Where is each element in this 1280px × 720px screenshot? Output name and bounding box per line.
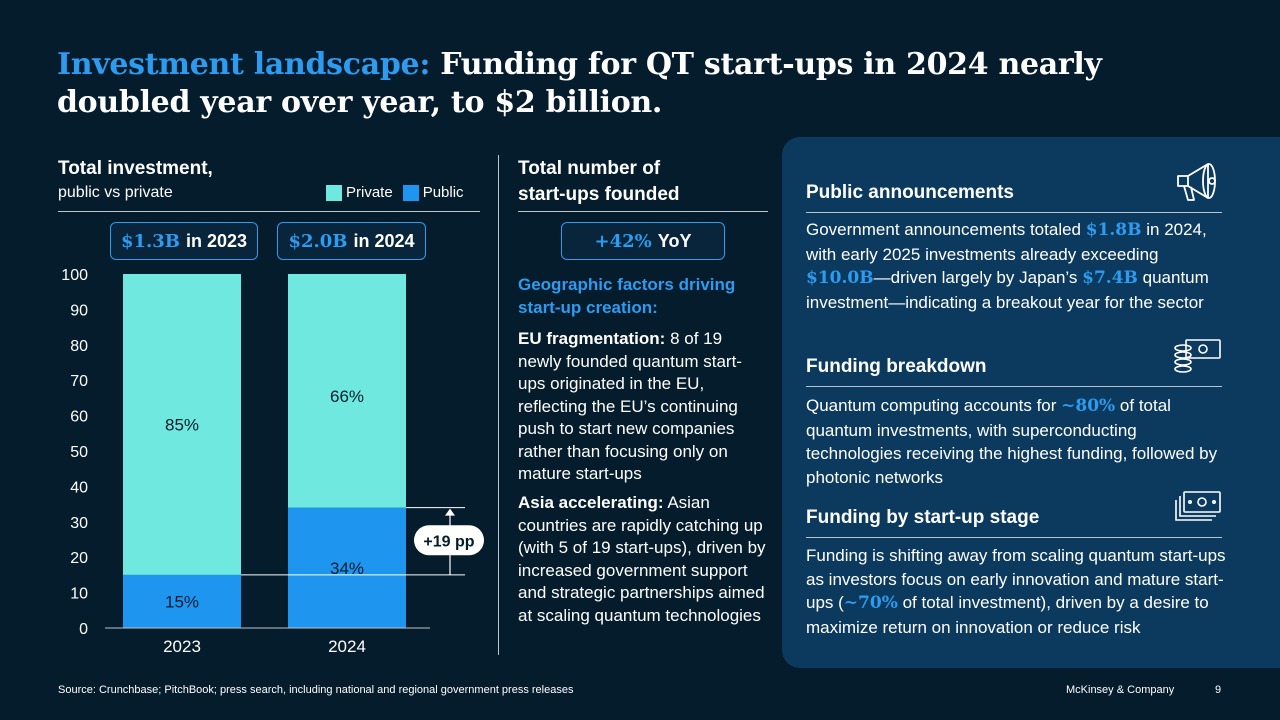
geo-factors-title: Geographic factors driving start-up crea… bbox=[518, 275, 736, 317]
fs-value-1: ~70% bbox=[843, 593, 898, 613]
bar-public-2024 bbox=[288, 507, 406, 628]
pa-text-1: Government announcements totaled bbox=[806, 220, 1086, 239]
y-tick-label: 20 bbox=[70, 550, 88, 567]
public-announcements-heading: Public announcements bbox=[806, 182, 1014, 203]
rp-rule-1 bbox=[806, 212, 1222, 213]
fs-text-2: of total investment), driven by a desire… bbox=[806, 593, 1209, 637]
eu-body: 8 of 19 newly founded quantum start-ups … bbox=[518, 329, 742, 483]
legend-public-label: Public bbox=[422, 184, 464, 201]
legend-private: Private bbox=[326, 184, 393, 201]
public-announcements-body: Government announcements totaled $1.8B i… bbox=[806, 218, 1226, 314]
fb-value-1: ~80% bbox=[1061, 396, 1116, 416]
pill-2024-value: $2.0B bbox=[288, 230, 348, 252]
annotation-bubble bbox=[414, 525, 484, 556]
y-tick-label: 80 bbox=[70, 338, 88, 355]
pill-2023-value: $1.3B bbox=[120, 230, 180, 252]
chart-legend: Private Public bbox=[326, 184, 474, 201]
funding-stage-body: Funding is shifting away from scaling qu… bbox=[806, 544, 1226, 639]
legend-public: Public bbox=[402, 184, 464, 201]
y-tick-label: 0 bbox=[79, 621, 88, 638]
funding-breakdown-body: Quantum computing accounts for ~80% of t… bbox=[806, 394, 1226, 489]
y-tick-label: 100 bbox=[61, 267, 88, 284]
pill-2023: $1.3B in 2023 bbox=[110, 222, 258, 260]
highlights-panel bbox=[782, 137, 1280, 668]
data-label-public: 15% bbox=[165, 592, 199, 611]
pill-2023-label: in 2023 bbox=[186, 230, 248, 251]
rp-rule-2 bbox=[806, 386, 1222, 387]
page-number: 9 bbox=[1215, 684, 1222, 696]
yoy-value: +42% bbox=[594, 230, 652, 252]
legend-public-swatch bbox=[402, 184, 419, 201]
legend-private-swatch bbox=[326, 184, 342, 201]
megaphone-icon bbox=[1177, 163, 1216, 201]
y-tick-label: 10 bbox=[70, 586, 88, 603]
title-rest: Funding for QT start-ups in 2024 nearly … bbox=[57, 47, 1102, 120]
y-tick-label: 60 bbox=[70, 409, 88, 426]
middle-heading-rule bbox=[518, 211, 768, 212]
pill-2024-label: in 2024 bbox=[353, 230, 415, 251]
pill-2024: $2.0B in 2024 bbox=[277, 222, 426, 260]
startups-heading-line2: start-ups founded bbox=[518, 184, 680, 205]
source-note: Source: Crunchbase; PitchBook; press sea… bbox=[58, 684, 574, 696]
funding-stage-heading: Funding by start-up stage bbox=[806, 507, 1040, 528]
brand-name: McKinsey & Company bbox=[1066, 684, 1175, 696]
page-title: Investment landscape: Funding for QT sta… bbox=[57, 46, 1207, 122]
bar-public-2023 bbox=[123, 574, 241, 628]
stacked-bar-chart: 0 10 20 30 40 50 60 70 80 90 100 15% 85% 2023 34% 66% 20… bbox=[61, 267, 484, 656]
y-tick-label: 30 bbox=[70, 515, 88, 532]
y-tick-label: 90 bbox=[70, 302, 88, 319]
yoy-label: YoY bbox=[657, 230, 692, 251]
asia-body: Asian countries are rapidly catching up … bbox=[518, 493, 766, 625]
pa-text-4: quantum investment—indicating a breakout… bbox=[806, 268, 1209, 312]
annotation-label: +19 pp bbox=[423, 533, 474, 550]
left-heading-rule bbox=[58, 211, 480, 212]
pa-value-3: $7.4B bbox=[1082, 268, 1138, 288]
y-tick-label: 50 bbox=[70, 444, 88, 461]
startups-heading: Total number of start-ups founded bbox=[518, 156, 680, 208]
eu-bold: EU fragmentation: bbox=[518, 329, 666, 348]
y-tick-label: 40 bbox=[70, 479, 88, 496]
pa-value-1: $1.8B bbox=[1085, 220, 1142, 240]
panel-divider bbox=[498, 155, 499, 655]
banknotes-icon bbox=[1175, 491, 1221, 521]
startups-heading-line1: Total number of bbox=[518, 158, 661, 179]
fb-text-1: Quantum computing accounts for bbox=[806, 396, 1062, 415]
bracket-arrow bbox=[445, 508, 455, 516]
funding-breakdown-heading: Funding breakdown bbox=[806, 356, 987, 377]
eu-fragmentation-text: EU fragmentation: 8 of 19 newly founded … bbox=[518, 328, 768, 486]
x-tick-label: 2023 bbox=[163, 637, 201, 656]
investment-heading: Total investment, bbox=[58, 158, 213, 179]
asia-bold: Asia accelerating: bbox=[518, 493, 664, 512]
rp-rule-3 bbox=[806, 537, 1222, 538]
x-tick-label: 2024 bbox=[328, 637, 366, 656]
title-accent: Investment landscape: bbox=[57, 47, 431, 82]
legend-private-label: Private bbox=[346, 184, 393, 201]
data-label-private: 66% bbox=[330, 387, 364, 406]
y-tick-label: 70 bbox=[70, 373, 88, 390]
fb-text-2: of total quantum investments, with super… bbox=[806, 396, 1218, 487]
money-stack-icon bbox=[1174, 339, 1221, 373]
pa-text-2: in 2024, with early 2025 investments alr… bbox=[806, 220, 1207, 264]
bar-private-2024 bbox=[288, 274, 406, 508]
data-label-private: 85% bbox=[165, 415, 199, 434]
investment-subheading: public vs private bbox=[58, 184, 173, 201]
asia-accelerating-text: Asia accelerating: Asian countries are r… bbox=[518, 492, 768, 627]
bar-private-2023 bbox=[123, 274, 241, 575]
pa-text-3: —driven largely by Japan’s bbox=[873, 268, 1083, 287]
fs-text-1: Funding is shifting away from scaling qu… bbox=[806, 546, 1226, 612]
pa-value-2: $10.0B bbox=[806, 268, 874, 288]
geo-factors-heading: Geographic factors driving start-up crea… bbox=[518, 274, 768, 319]
yoy-pill: +42% YoY bbox=[561, 222, 725, 260]
data-label-public: 34% bbox=[330, 559, 364, 578]
